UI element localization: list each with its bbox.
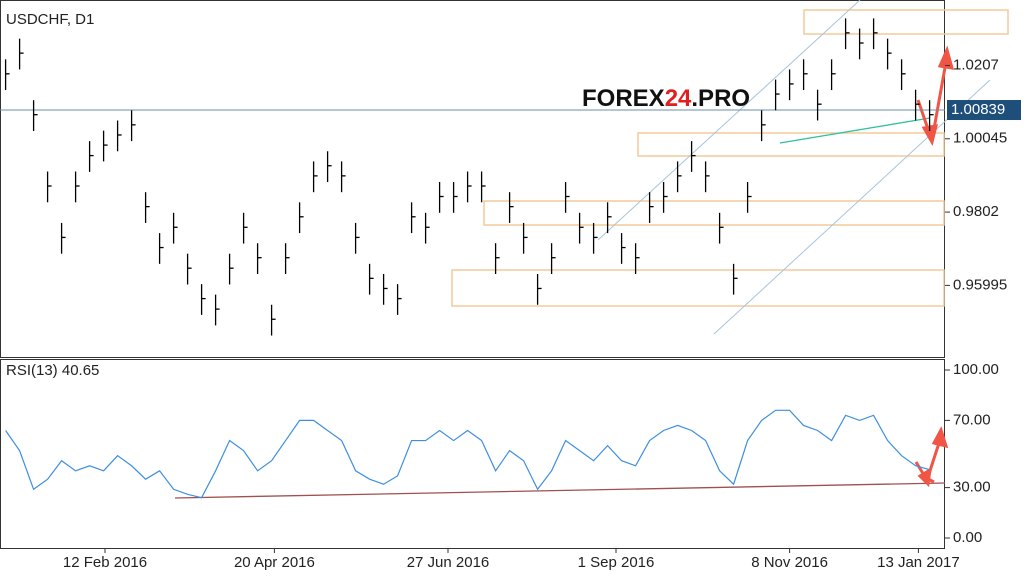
price-panel	[0, 0, 945, 358]
chart-title: USDCHF, D1	[6, 11, 94, 28]
current-price-box	[947, 100, 1021, 121]
x-tick-label: 20 Apr 2016	[234, 554, 315, 571]
channel	[597, 0, 991, 335]
trend-line	[779, 117, 931, 144]
arrows	[914, 45, 955, 488]
watermark-text: FOREX	[582, 85, 665, 112]
y-tick-label: 70.00	[953, 411, 991, 428]
y-tick-label: 0.9802	[953, 203, 999, 220]
rsi-panel	[0, 359, 945, 549]
zones	[451, 9, 1009, 307]
watermark-text: 24	[665, 85, 692, 112]
rsi-title: RSI(13) 40.65	[6, 362, 99, 379]
y-tick-label: 1.0207	[953, 56, 999, 73]
y-tick-label: 0.95995	[953, 276, 1007, 293]
x-tick-label: 27 Jun 2016	[407, 554, 490, 571]
watermark-text: .PRO	[691, 85, 750, 112]
watermark: FOREX24.PRO	[582, 85, 750, 112]
rsi-line	[5, 409, 930, 499]
y-tick-label: 0.00	[953, 529, 982, 546]
current-price-label: 1.00839	[951, 101, 1005, 118]
y-tick-label: 100.00	[953, 361, 999, 378]
x-tick-label: 8 Nov 2016	[751, 554, 828, 571]
x-tick-label: 13 Jan 2017	[877, 554, 960, 571]
rsi-trend-line	[174, 482, 946, 499]
y-tick-label: 1.00045	[953, 130, 1007, 147]
y-tick-label: 30.00	[953, 479, 991, 496]
x-tick-label: 1 Sep 2016	[578, 554, 655, 571]
x-tick-label: 12 Feb 2016	[63, 554, 147, 571]
